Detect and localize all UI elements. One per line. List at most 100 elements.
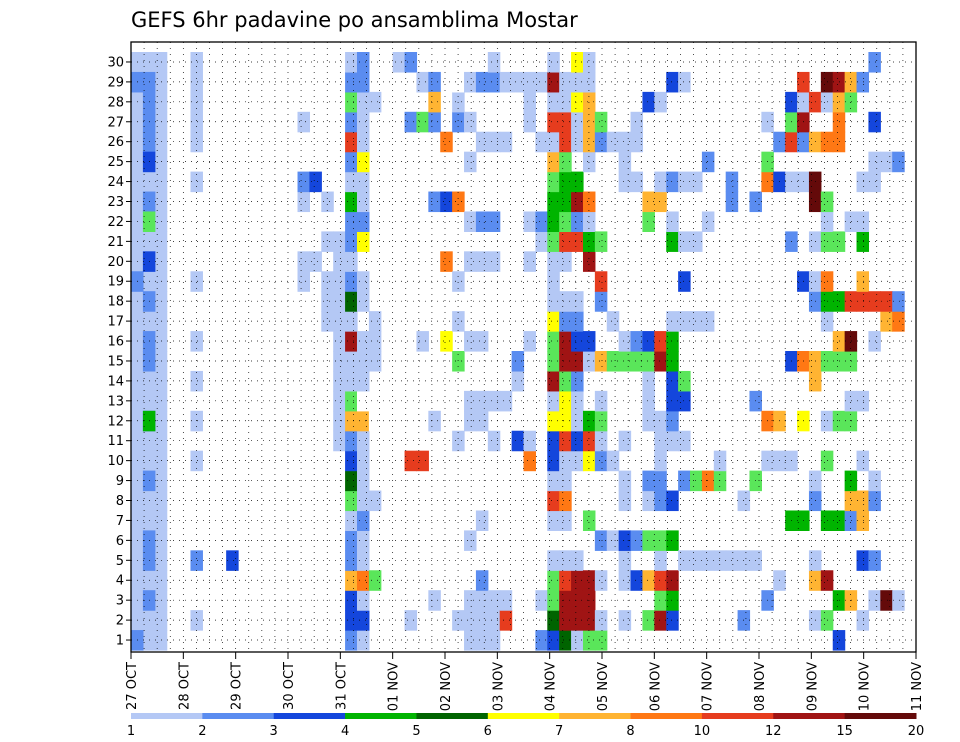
- heatmap-cell: [345, 570, 358, 591]
- heatmap-cell: [452, 71, 465, 93]
- heatmap-cell: [832, 331, 846, 352]
- heatmap-cell: [571, 52, 584, 73]
- heatmap-cell: [618, 550, 632, 571]
- heatmap-cell: [464, 71, 477, 93]
- heatmap-cell: [666, 490, 679, 512]
- colorbar-label: 7: [555, 724, 563, 739]
- heatmap-cell: [666, 171, 679, 193]
- heatmap-cell: [892, 291, 905, 312]
- heatmap-cell: [428, 590, 441, 611]
- y-tick-label: 30: [107, 55, 124, 70]
- heatmap-cell: [868, 171, 881, 193]
- heatmap-cell: [345, 410, 358, 432]
- heatmap-cell: [559, 251, 572, 272]
- heatmap-cell: [701, 211, 715, 232]
- heatmap-cell: [499, 590, 513, 611]
- heatmap-cell: [547, 171, 560, 193]
- heatmap-cell: [844, 390, 858, 412]
- heatmap-cell: [630, 331, 644, 352]
- y-tick-label: 21: [107, 235, 124, 250]
- heatmap-cell: [606, 351, 620, 372]
- heatmap-cell: [345, 470, 358, 492]
- heatmap-cell: [678, 271, 691, 292]
- heatmap-cell: [666, 390, 679, 412]
- y-tick-label: 14: [107, 374, 124, 389]
- heatmap-cell: [559, 311, 572, 332]
- heatmap-cell: [559, 490, 572, 512]
- heatmap-cell: [356, 211, 370, 232]
- heatmap-cell: [571, 570, 584, 591]
- heatmap-cell: [571, 351, 584, 372]
- heatmap-cell: [523, 71, 536, 93]
- heatmap-cell: [547, 311, 560, 332]
- heatmap-cell: [487, 71, 501, 93]
- heatmap-cell: [547, 111, 560, 133]
- heatmap-cell: [547, 410, 560, 432]
- heatmap-cell: [356, 52, 370, 73]
- heatmap-cell: [571, 331, 584, 352]
- colorbar-label: 10: [694, 724, 711, 739]
- heatmap-cell: [356, 490, 370, 512]
- x-tick-label: 11 NOV: [910, 662, 925, 711]
- heatmap-cell: [464, 211, 477, 232]
- heatmap-cell: [547, 550, 560, 571]
- heatmap-cell: [868, 490, 881, 512]
- heatmap-cell: [844, 331, 858, 352]
- heatmap-cell: [356, 610, 370, 631]
- heatmap-cell: [594, 570, 608, 591]
- heatmap-cell: [440, 331, 453, 352]
- heatmap-cell: [345, 370, 358, 392]
- heatmap-cell: [844, 211, 858, 232]
- heatmap-cell: [868, 331, 881, 352]
- heatmap-cell: [606, 450, 620, 472]
- heatmap-cell: [618, 490, 632, 512]
- heatmap-cell: [571, 111, 584, 133]
- heatmap-cell: [190, 71, 203, 93]
- heatmap-cell: [571, 171, 584, 193]
- heatmap-cell: [511, 370, 525, 392]
- heatmap-cell: [190, 52, 203, 73]
- heatmap-cell: [475, 71, 489, 93]
- heatmap-cell: [452, 271, 465, 292]
- heatmap-cell: [547, 351, 560, 372]
- heatmap-cell: [571, 211, 584, 232]
- heatmap-cell: [487, 390, 501, 412]
- heatmap-cell: [345, 550, 358, 571]
- heatmap-cell: [856, 171, 870, 193]
- heatmap-cell: [464, 530, 477, 551]
- heatmap-cell: [666, 71, 679, 93]
- heatmap-cell: [642, 351, 655, 372]
- heatmap-cell: [190, 111, 203, 133]
- heatmap-cell: [475, 251, 489, 272]
- heatmap-cell: [547, 390, 560, 412]
- heatmap-cell: [345, 191, 358, 213]
- heatmap-cell: [701, 470, 715, 492]
- heatmap-cell: [499, 390, 513, 412]
- heatmap-cell: [523, 111, 536, 133]
- heatmap-cell: [499, 610, 513, 631]
- y-tick-label: 1: [116, 634, 124, 649]
- heatmap-cell: [345, 251, 358, 272]
- heatmap-cell: [559, 570, 572, 591]
- heatmap-cell: [368, 490, 382, 512]
- heatmap-cell: [880, 590, 893, 611]
- heatmap-cell: [701, 151, 715, 173]
- heatmap-cell: [559, 410, 572, 432]
- heatmap-cell: [356, 291, 370, 312]
- heatmap-cell: [582, 450, 596, 472]
- heatmap-cells: [131, 52, 905, 651]
- x-tick-label: 03 NOV: [491, 662, 506, 711]
- heatmap-cell: [452, 351, 465, 372]
- heatmap-cell: [582, 211, 596, 232]
- heatmap-cell: [713, 550, 727, 571]
- heatmap-cell: [345, 331, 358, 352]
- heatmap-cell: [464, 610, 477, 631]
- heatmap-cell: [582, 151, 596, 173]
- heatmap-cell: [856, 231, 870, 252]
- y-tick-label: 28: [107, 95, 124, 110]
- heatmap-cell: [868, 291, 881, 312]
- heatmap-cell: [345, 271, 358, 292]
- heatmap-cell: [571, 630, 584, 651]
- heatmap-cell: [368, 351, 382, 372]
